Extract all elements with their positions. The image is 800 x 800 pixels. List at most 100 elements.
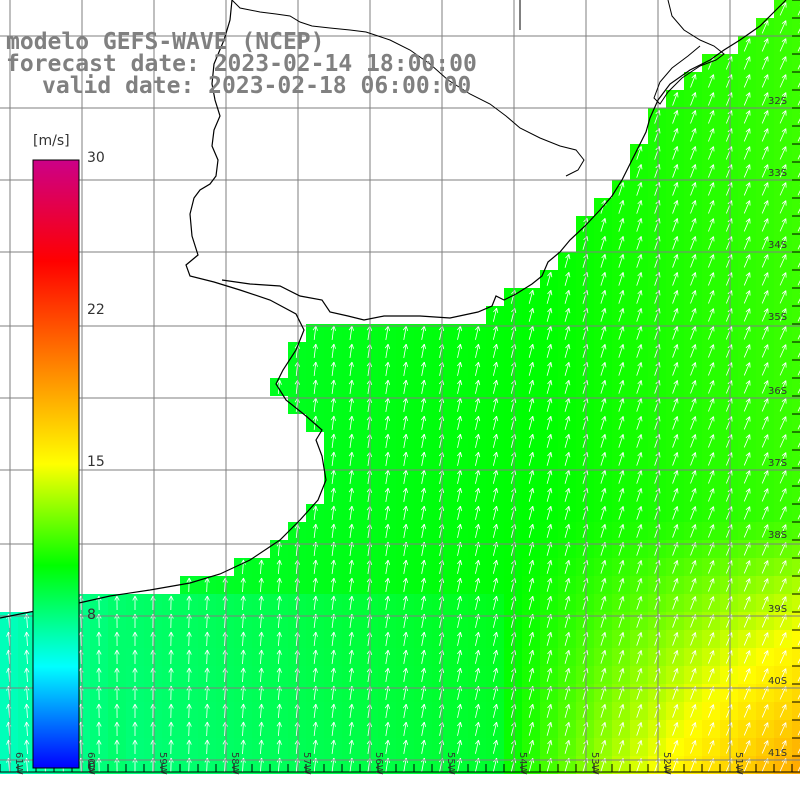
wind-arrow xyxy=(240,703,246,719)
wind-arrow xyxy=(600,290,607,304)
wind-arrow xyxy=(761,740,769,754)
wind-cell xyxy=(792,666,800,684)
wind-arrow xyxy=(743,290,751,304)
wind-arrow xyxy=(420,577,427,592)
wind-arrow xyxy=(402,703,409,718)
wind-arrow xyxy=(114,721,120,737)
wind-arrow xyxy=(384,739,391,754)
wind-arrow xyxy=(420,523,427,538)
wind-arrow xyxy=(600,632,607,646)
wind-arrow xyxy=(636,398,643,412)
wind-arrow xyxy=(618,218,625,232)
wind-arrow xyxy=(330,469,336,484)
wind-arrow xyxy=(402,577,409,592)
wind-arrow xyxy=(258,559,264,575)
wind-arrow xyxy=(600,488,607,502)
wind-arrow xyxy=(779,326,787,340)
wind-arrow xyxy=(636,200,643,214)
wind-arrow xyxy=(708,182,715,196)
wind-arrow xyxy=(761,110,769,124)
wind-arrow xyxy=(708,740,715,754)
wind-cell xyxy=(792,72,800,90)
wind-arrow xyxy=(797,473,800,484)
wind-arrow xyxy=(492,703,499,718)
wind-arrow xyxy=(492,559,499,574)
wind-cell xyxy=(792,468,800,486)
wind-arrow xyxy=(168,649,174,665)
wind-arrow xyxy=(546,325,553,340)
wind-arrow xyxy=(743,668,751,682)
wind-arrow xyxy=(384,523,391,538)
wind-cell xyxy=(792,702,800,720)
wind-arrow xyxy=(564,650,571,664)
wind-arrow xyxy=(708,560,715,574)
wind-arrow xyxy=(743,254,751,268)
wind-arrow xyxy=(186,595,192,611)
wind-arrow xyxy=(761,20,769,34)
wind-arrow xyxy=(475,721,481,736)
wind-arrow xyxy=(761,506,769,520)
wind-arrow xyxy=(672,164,679,178)
wind-arrow xyxy=(690,308,697,322)
wind-arrow xyxy=(618,560,625,574)
lat-label: 32S xyxy=(768,96,787,107)
wind-arrow xyxy=(636,182,643,196)
lagoon-outline xyxy=(653,0,725,105)
wind-arrow xyxy=(672,560,679,574)
wind-cell xyxy=(792,234,800,252)
wind-arrow xyxy=(420,397,427,412)
wind-arrow xyxy=(672,182,679,196)
wind-arrow xyxy=(492,739,499,754)
wind-arrow xyxy=(348,451,354,466)
wind-arrow xyxy=(636,434,643,448)
wind-arrow xyxy=(797,545,800,556)
wind-arrow xyxy=(457,469,463,484)
wind-arrow xyxy=(672,128,679,142)
wind-arrow xyxy=(528,559,535,574)
wind-cell xyxy=(792,522,800,540)
wind-arrow xyxy=(797,707,800,718)
wind-arrow xyxy=(708,704,715,718)
wind-arrow xyxy=(457,703,463,718)
wind-cell xyxy=(792,360,800,378)
wind-arrow xyxy=(743,578,751,592)
wind-arrow xyxy=(475,631,481,646)
wind-arrow xyxy=(761,146,769,160)
wind-arrow xyxy=(546,559,553,574)
wind-arrow xyxy=(258,595,264,611)
wind-arrow xyxy=(564,488,571,502)
wind-arrow xyxy=(708,470,715,484)
wind-arrow xyxy=(402,451,409,466)
wind-arrow xyxy=(528,451,535,466)
wind-arrow xyxy=(779,128,787,142)
wind-arrow xyxy=(797,293,800,304)
wind-arrow xyxy=(402,649,409,664)
wind-arrow xyxy=(457,649,463,664)
wind-arrow xyxy=(618,344,625,358)
wind-arrow xyxy=(779,56,787,70)
wind-arrow xyxy=(761,56,769,70)
wind-arrow xyxy=(797,581,800,592)
wind-arrow xyxy=(797,203,800,214)
wind-arrow xyxy=(708,272,715,286)
wind-arrow xyxy=(636,272,643,286)
wind-arrow xyxy=(96,631,102,647)
wind-arrow xyxy=(797,23,800,34)
wind-arrow xyxy=(743,56,751,70)
wind-arrow xyxy=(24,703,30,719)
wind-arrow xyxy=(618,380,625,394)
wind-arrow xyxy=(312,667,318,682)
wind-arrow xyxy=(204,739,210,755)
wind-arrow xyxy=(708,722,715,736)
wind-cell xyxy=(792,378,800,396)
wind-arrow xyxy=(384,343,391,358)
wind-arrow xyxy=(600,272,607,286)
wind-arrow xyxy=(564,668,571,682)
wind-arrow xyxy=(330,739,336,754)
wind-arrow xyxy=(114,739,120,755)
wind-arrow xyxy=(636,290,643,304)
wind-arrow xyxy=(492,487,499,502)
wind-arrow xyxy=(348,631,354,646)
wind-arrow xyxy=(475,505,481,520)
wind-arrow xyxy=(618,470,625,484)
